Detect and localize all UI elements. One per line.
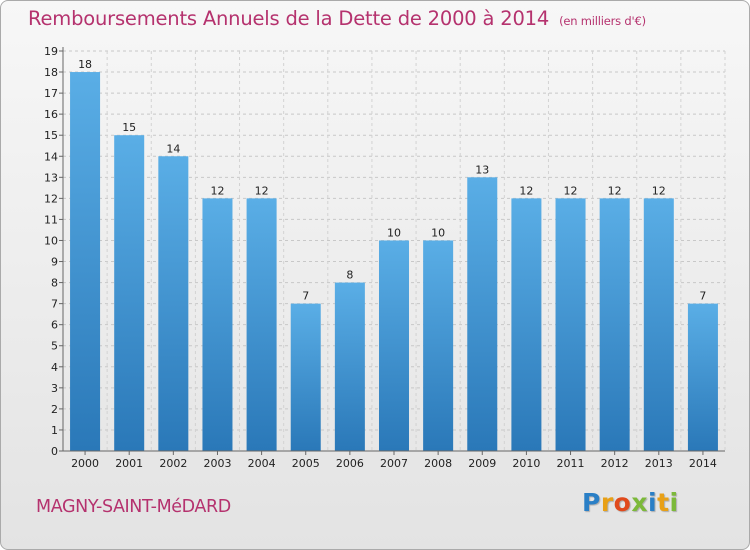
bar <box>334 282 365 451</box>
y-tick-label: 14 <box>44 150 58 163</box>
bar <box>643 198 674 451</box>
y-tick-label: 3 <box>51 382 58 395</box>
x-tick-label: 2014 <box>689 457 717 470</box>
x-tick-label: 2003 <box>203 457 231 470</box>
x-tick-label: 2012 <box>601 457 629 470</box>
y-tick-label: 12 <box>44 192 58 205</box>
bar <box>246 198 277 451</box>
bar <box>511 198 542 451</box>
data-label: 10 <box>431 226 445 239</box>
bar <box>70 72 101 451</box>
data-label: 8 <box>346 269 353 282</box>
logo-letter: i <box>669 488 679 517</box>
x-tick-label: 2005 <box>292 457 320 470</box>
y-tick-label: 10 <box>44 234 58 247</box>
data-label: 10 <box>387 226 401 239</box>
chart-title-text: Remboursements Annuels de la Dette de 20… <box>28 7 550 30</box>
bar <box>158 156 189 451</box>
bar <box>555 198 586 451</box>
y-tick-label: 17 <box>44 87 58 100</box>
bar <box>423 240 454 451</box>
x-tick-label: 2010 <box>512 457 540 470</box>
x-tick-label: 2007 <box>380 457 408 470</box>
y-tick-label: 13 <box>44 171 58 184</box>
axes <box>59 47 725 455</box>
proxiti-logo: Proxiti <box>582 488 679 517</box>
x-tick-label: 2009 <box>468 457 496 470</box>
y-tick-label: 9 <box>51 256 58 269</box>
bar <box>599 198 630 451</box>
data-label: 12 <box>652 184 666 197</box>
x-tick-label: 2011 <box>557 457 585 470</box>
data-label: 7 <box>302 290 309 303</box>
y-tick-label: 8 <box>51 277 58 290</box>
y-tick-label: 18 <box>44 66 58 79</box>
x-tick-label: 2001 <box>115 457 143 470</box>
y-tick-label: 7 <box>51 298 58 311</box>
x-tick-label: 2000 <box>71 457 99 470</box>
x-tick-label: 2002 <box>159 457 187 470</box>
y-tick-label: 19 <box>44 45 58 58</box>
y-tick-label: 11 <box>44 213 58 226</box>
data-label: 12 <box>255 184 269 197</box>
labels: 0123456789101112131415161718191820001520… <box>44 45 717 470</box>
x-tick-label: 2004 <box>248 457 276 470</box>
logo-letter: r <box>600 488 614 517</box>
bar <box>378 240 410 451</box>
logo-letter: t <box>657 488 670 517</box>
y-tick-label: 15 <box>44 129 58 142</box>
chart-unit: (en milliers d'€) <box>559 14 646 28</box>
x-tick-label: 2013 <box>645 457 673 470</box>
data-label: 13 <box>475 163 489 176</box>
logo-letter: o <box>613 488 632 517</box>
chart-title: Remboursements Annuels de la Dette de 20… <box>28 7 646 30</box>
logo-letter: i <box>648 488 658 517</box>
y-tick-label: 5 <box>51 340 58 353</box>
x-tick-label: 2008 <box>424 457 452 470</box>
x-tick-label: 2006 <box>336 457 364 470</box>
commune-name: MAGNY-SAINT-MéDARD <box>36 497 231 517</box>
bar <box>114 135 145 452</box>
logo-letter: x <box>631 488 648 517</box>
bar <box>290 303 321 451</box>
data-label: 12 <box>608 184 622 197</box>
data-label: 12 <box>519 184 533 197</box>
data-label: 12 <box>210 184 224 197</box>
bar <box>687 303 718 451</box>
data-label: 7 <box>699 290 706 303</box>
data-label: 14 <box>166 142 180 155</box>
data-label: 18 <box>78 58 92 71</box>
y-tick-label: 1 <box>51 424 58 437</box>
y-tick-label: 2 <box>51 403 58 416</box>
bars <box>70 72 718 452</box>
bar <box>202 198 233 451</box>
bar <box>467 177 498 451</box>
data-label: 15 <box>122 121 136 134</box>
y-tick-label: 0 <box>51 445 58 458</box>
y-tick-label: 16 <box>44 108 58 121</box>
data-label: 12 <box>564 184 578 197</box>
logo-letter: P <box>582 488 601 517</box>
y-tick-label: 6 <box>51 319 58 332</box>
y-tick-label: 4 <box>51 361 58 374</box>
